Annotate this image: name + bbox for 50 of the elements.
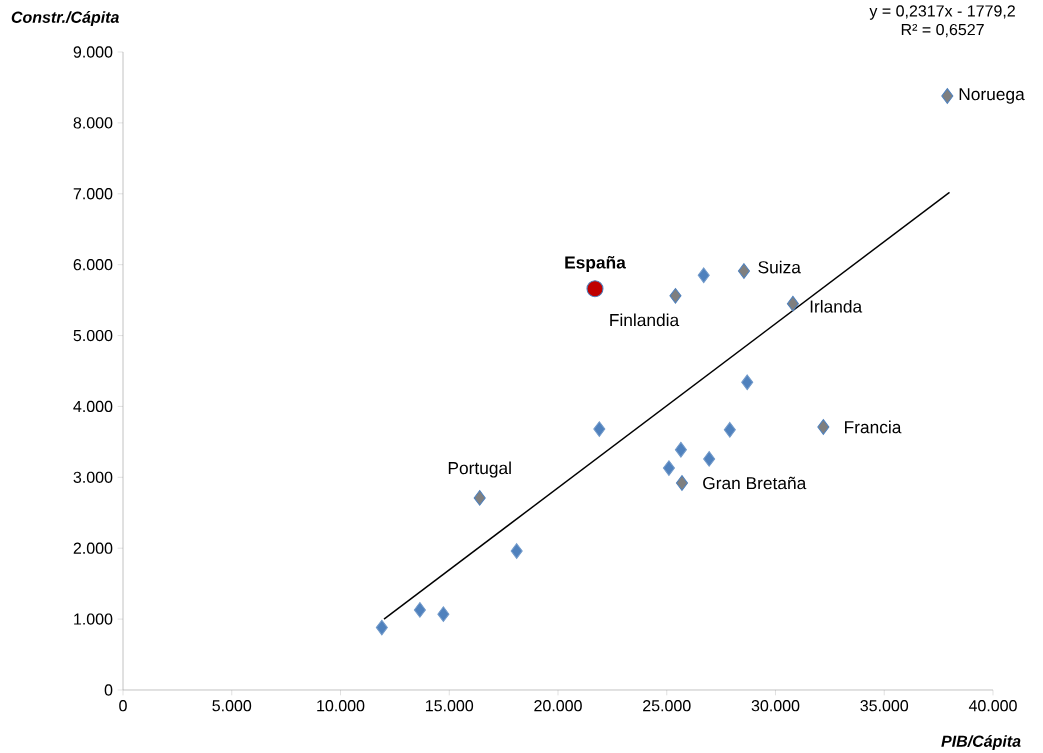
annotation: Suiza [758,260,801,274]
x-tick-label: 30.000 [751,700,800,712]
series-label: España [565,255,626,273]
annotation: Gran Bretaña [703,476,807,490]
point [510,543,523,559]
x-axis-title: PIB/Cápita [941,735,1021,751]
text: R² = 0,6527 [901,23,984,38]
x-tick-label: 10.000 [317,700,365,712]
y-axis-title: Constr./Cápita [11,11,119,27]
point [593,421,606,437]
point [375,619,388,636]
point [473,490,486,506]
x-tick-label: 35.000 [860,700,909,712]
x-tick-label: 20.000 [534,700,582,712]
point [703,451,716,467]
text: y = 0,2317x - 1779,2 [869,5,1015,20]
point [675,475,689,491]
point [413,602,426,618]
x-tick-label: 25.000 [643,700,691,712]
x-tick-label: 15.000 [426,700,474,712]
y-tick-label: 6.000 [73,259,113,271]
point [786,295,799,312]
annotation: Irlanda [810,299,863,313]
point [723,421,736,438]
annotation: Finlandia [610,313,680,327]
y-tick-label: 1.000 [74,613,113,625]
point [437,606,450,623]
y-tick-label: 2.000 [73,542,113,554]
x-tick-label: 40.000 [968,700,1017,712]
point [817,419,830,435]
y-tick-label: 7.000 [73,188,113,200]
annotation: Francia [845,420,902,434]
point [737,263,750,279]
point [697,267,710,284]
y-tick-label: 0 [104,684,113,696]
point [941,88,954,104]
x-tick-label: 0 [119,700,127,712]
y-tick-label: 4.000 [73,400,113,413]
point [669,287,682,304]
point [674,441,687,458]
point [662,460,675,476]
point [586,280,604,298]
y-tick-label: 5.000 [73,329,113,342]
y-tick-label: 8.000 [73,117,113,129]
x-tick-label: 5.000 [212,700,252,712]
annotation: Noruega [959,88,1025,104]
y-tick-label: 9.000 [73,46,113,58]
point [741,374,754,391]
y-tick-label: 3.000 [73,471,113,483]
annotation: Portugal [448,461,511,478]
